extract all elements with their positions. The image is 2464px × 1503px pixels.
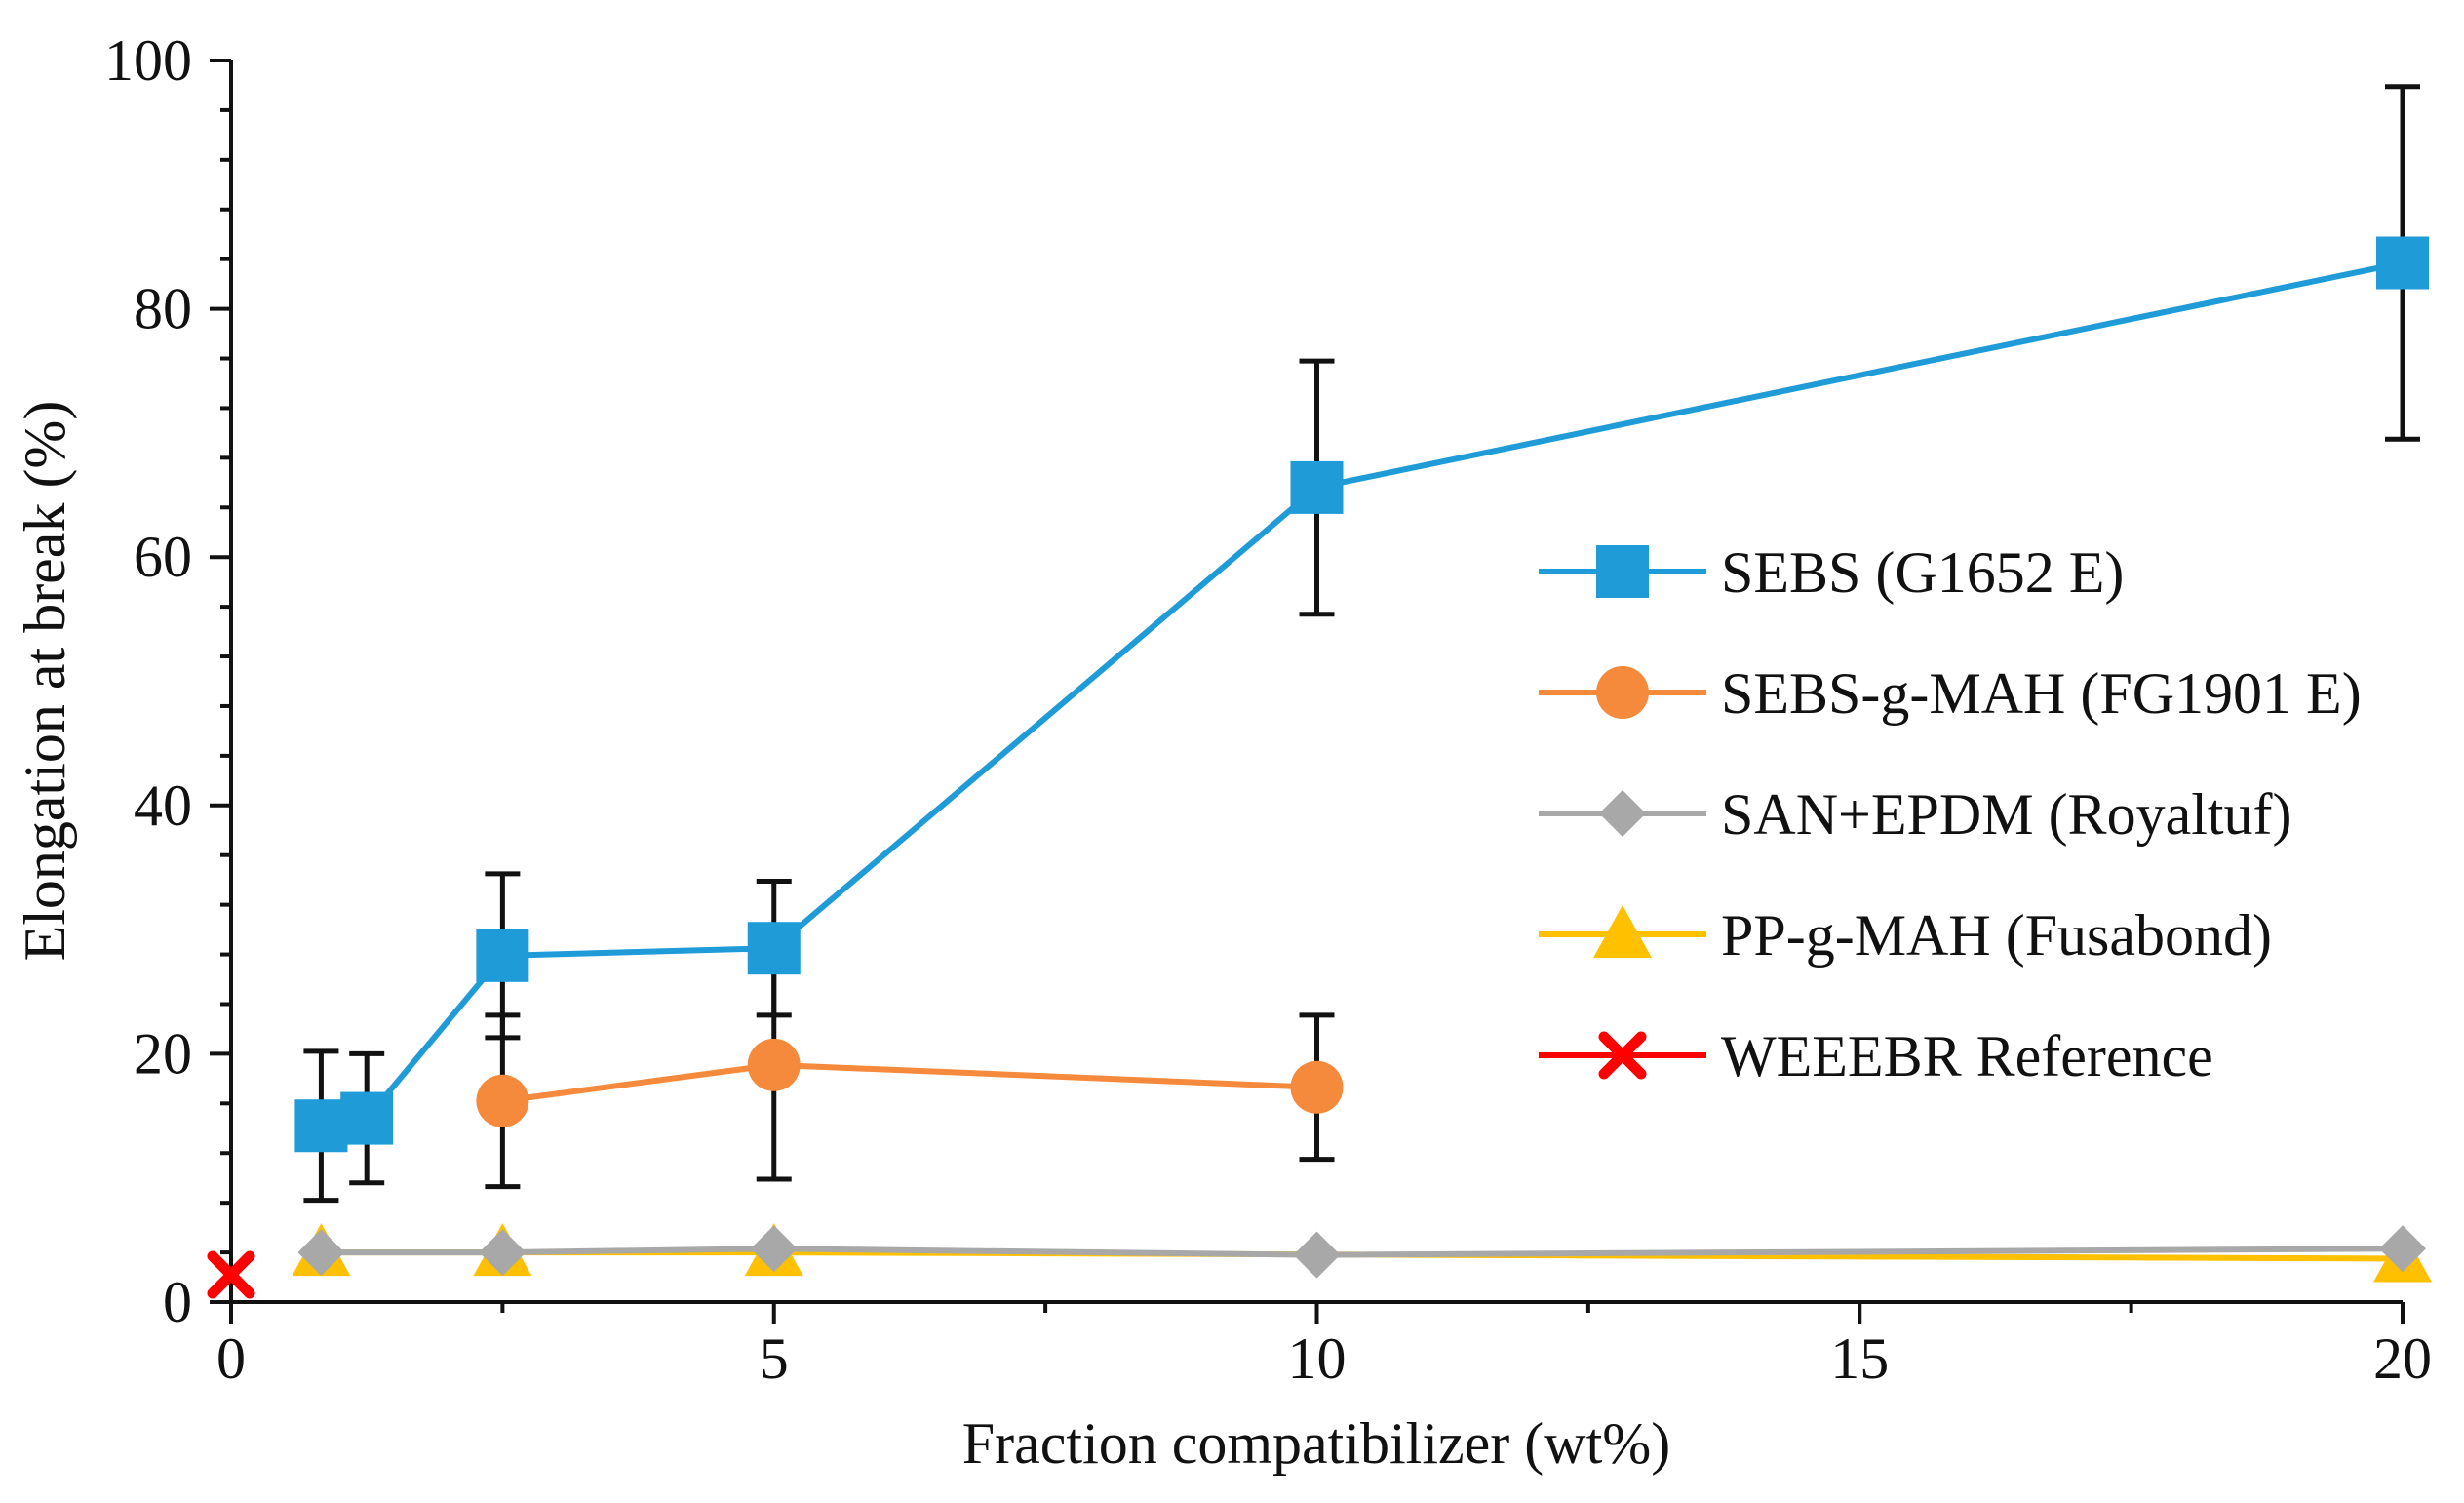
x-tick-label: 5: [760, 1326, 789, 1391]
legend: SEBS (G1652 E) SEBS-g-MAH (FG1901 E) SAN+E…: [1539, 540, 2362, 1088]
x-tick-group: 0 5 10 15 20: [216, 1302, 2432, 1391]
san-epdm-royaltuf-point: [750, 1225, 798, 1273]
legend-label: PP-g-MAH (Fusabond): [1721, 903, 2272, 968]
legend-item: SEBS (G1652 E): [1539, 540, 2124, 605]
legend-item: WEEEBR Reference: [1539, 1024, 2213, 1088]
sebs-g1652-e-point: [1290, 460, 1344, 514]
sebs-g1652-e-point: [476, 929, 529, 982]
y-tick-label: 100: [104, 28, 192, 93]
legend-label: WEEEBR Reference: [1721, 1024, 2213, 1088]
legend-item: SEBS-g-MAH (FG1901 E): [1539, 661, 2362, 726]
legend-item: SAN+EPDM (Royaltuf): [1539, 782, 2292, 847]
x-tick-label: 20: [2373, 1326, 2432, 1391]
y-tick-label: 0: [163, 1270, 192, 1334]
y-tick-label: 60: [134, 525, 192, 589]
san-epdm-royaltuf-point: [479, 1229, 527, 1277]
sebs-g1652-e-point: [2376, 236, 2429, 290]
legend-label: SEBS-g-MAH (FG1901 E): [1721, 661, 2362, 726]
sebs-g-mah-fg1901-e-point: [1290, 1060, 1344, 1114]
sebs-g1652-e-point: [294, 1099, 348, 1153]
legend-label: SAN+EPDM (Royaltuf): [1721, 782, 2292, 847]
sebs-g-mah-fg1901-e-point: [476, 1074, 529, 1127]
x-tick-label: 0: [216, 1326, 246, 1391]
legend-item: PP-g-MAH (Fusabond): [1539, 903, 2272, 968]
sebs-g-mah-fg1901-e-point: [747, 1038, 801, 1091]
x-axis-title: Fraction compatibilizer (wt%): [962, 1411, 1670, 1476]
sebs-g1652-e-point: [340, 1091, 394, 1145]
legend-marker: [1596, 666, 1649, 719]
y-tick-label: 80: [134, 277, 192, 341]
sebs-g1652-e-point: [747, 922, 801, 975]
x-tick-label: 10: [1288, 1326, 1347, 1391]
weeebr-reference-point: [207, 1250, 255, 1299]
legend-marker: [1593, 905, 1652, 958]
y-tick-label: 20: [134, 1021, 192, 1086]
san-epdm-royaltuf-point: [297, 1229, 345, 1277]
legend-marker: [1599, 790, 1646, 837]
x-tick-label: 15: [1830, 1326, 1889, 1391]
san-epdm-royaltuf-point: [1293, 1231, 1341, 1279]
sebs-g-mah-fg1901-e-line: [501, 1061, 1317, 1104]
legend-marker: [1598, 1031, 1647, 1080]
y-tick-label: 40: [134, 773, 192, 838]
legend-label: SEBS (G1652 E): [1721, 540, 2124, 605]
legend-marker: [1596, 545, 1649, 598]
marker-layer: [207, 236, 2432, 1299]
san-epdm-royaltuf-point: [2379, 1225, 2426, 1273]
series-layer: [320, 259, 2404, 1262]
y-tick-group: 0 20 40 60 80 100: [104, 28, 231, 1334]
y-axis-title: Elongation at break (%): [13, 401, 77, 962]
